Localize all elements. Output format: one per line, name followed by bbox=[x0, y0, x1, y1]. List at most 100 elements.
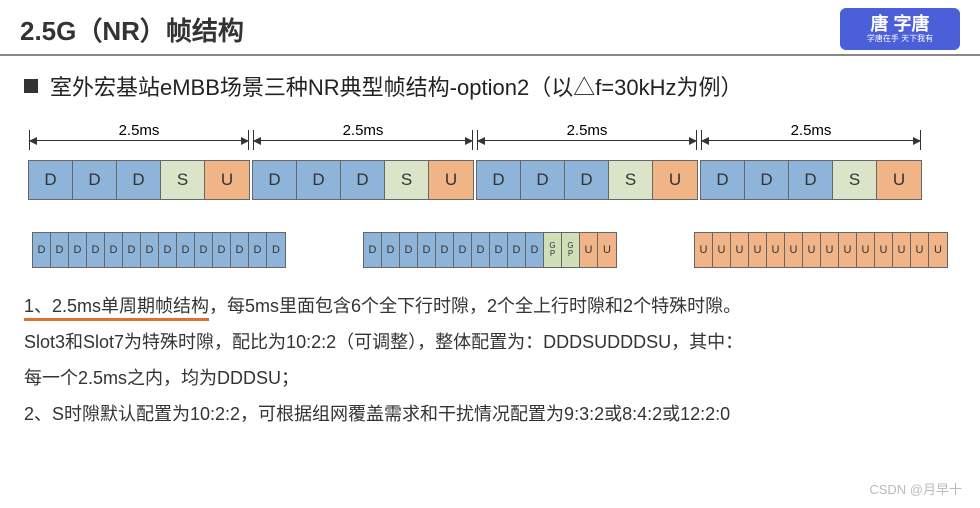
symbol-U: U bbox=[580, 233, 598, 267]
text-line-1: 1、2.5ms单周期帧结构，每5ms里面包含6个全下行时隙，2个全上行时隙和2个… bbox=[24, 288, 956, 324]
symbol-D: D bbox=[159, 233, 177, 267]
slot-D: D bbox=[253, 161, 297, 199]
symbol-U: U bbox=[785, 233, 803, 267]
slot-D: D bbox=[477, 161, 521, 199]
symbol-D: D bbox=[105, 233, 123, 267]
symbol-U: U bbox=[911, 233, 929, 267]
slot-row: DDDSU bbox=[28, 160, 250, 200]
symbol-D: D bbox=[231, 233, 249, 267]
slot-U: U bbox=[653, 161, 697, 199]
symbol-D: D bbox=[454, 233, 472, 267]
header: 2.5G（NR）帧结构 唐 字唐 学唐在手 天下我有 bbox=[0, 0, 980, 56]
text-line-2: Slot3和Slot7为特殊时隙，配比为10:2:2（可调整），整体配置为：DD… bbox=[24, 324, 956, 360]
symbol-D: D bbox=[472, 233, 490, 267]
logo-sub: 学唐在手 天下我有 bbox=[867, 35, 933, 43]
symbol-D: D bbox=[400, 233, 418, 267]
text-line-3: 每一个2.5ms之内，均为DDDSU； bbox=[24, 360, 956, 396]
symbol-D: D bbox=[436, 233, 454, 267]
slot-D: D bbox=[565, 161, 609, 199]
symbol-D: D bbox=[249, 233, 267, 267]
symbol-D: D bbox=[508, 233, 526, 267]
detail-row: DDDDDDDDDDDDDDDDDDDDDDDDG PG PUUUUUUUUUU… bbox=[28, 232, 952, 268]
symbol-U: U bbox=[839, 233, 857, 267]
slot-S: S bbox=[609, 161, 653, 199]
slot-D: D bbox=[73, 161, 117, 199]
detail-block: DDDDDDDDDDG PG PUU bbox=[363, 232, 617, 268]
slot-S: S bbox=[833, 161, 877, 199]
subtitle-row: 室外宏基站eMBB场景三种NR典型帧结构-option2（以△f=30kHz为例… bbox=[0, 56, 980, 108]
dimension-label: 2.5ms bbox=[781, 122, 841, 139]
symbol-GP: G P bbox=[544, 233, 562, 267]
symbol-D: D bbox=[490, 233, 508, 267]
slot-D: D bbox=[521, 161, 565, 199]
symbol-U: U bbox=[767, 233, 785, 267]
symbol-D: D bbox=[33, 233, 51, 267]
slot-row: DDDSU bbox=[252, 160, 474, 200]
symbol-D: D bbox=[69, 233, 87, 267]
slot-S: S bbox=[385, 161, 429, 199]
slot-U: U bbox=[205, 161, 249, 199]
symbol-D: D bbox=[418, 233, 436, 267]
symbol-D: D bbox=[123, 233, 141, 267]
period-row: 2.5msDDDSU2.5msDDDSU2.5msDDDSU2.5msDDDSU bbox=[28, 126, 952, 200]
slot-U: U bbox=[877, 161, 921, 199]
symbol-U: U bbox=[713, 233, 731, 267]
symbol-U: U bbox=[695, 233, 713, 267]
symbol-U: U bbox=[875, 233, 893, 267]
page-title: 2.5G（NR）帧结构 bbox=[20, 11, 244, 48]
dimension-label: 2.5ms bbox=[557, 122, 617, 139]
period: 2.5msDDDSU bbox=[252, 126, 474, 200]
symbol-U: U bbox=[749, 233, 767, 267]
text-line-1-underlined: 1、2.5ms单周期帧结构 bbox=[24, 296, 209, 321]
symbol-D: D bbox=[141, 233, 159, 267]
symbol-U: U bbox=[803, 233, 821, 267]
dimension: 2.5ms bbox=[28, 126, 250, 156]
dimension-label: 2.5ms bbox=[333, 122, 393, 139]
slot-U: U bbox=[429, 161, 473, 199]
symbol-D: D bbox=[267, 233, 285, 267]
bullet-icon bbox=[24, 79, 38, 93]
slot-D: D bbox=[789, 161, 833, 199]
symbol-U: U bbox=[893, 233, 911, 267]
dimension: 2.5ms bbox=[252, 126, 474, 156]
symbol-D: D bbox=[177, 233, 195, 267]
brand-logo: 唐 字唐 学唐在手 天下我有 bbox=[840, 8, 960, 50]
symbol-U: U bbox=[731, 233, 749, 267]
symbol-U: U bbox=[929, 233, 947, 267]
slot-D: D bbox=[701, 161, 745, 199]
subtitle: 室外宏基站eMBB场景三种NR典型帧结构-option2（以△f=30kHz为例… bbox=[50, 70, 743, 102]
text-line-1-rest: ，每5ms里面包含6个全下行时隙，2个全上行时隙和2个特殊时隙。 bbox=[209, 296, 741, 316]
logo-main: 唐 字唐 bbox=[870, 15, 929, 33]
symbol-U: U bbox=[821, 233, 839, 267]
symbol-D: D bbox=[195, 233, 213, 267]
symbol-D: D bbox=[213, 233, 231, 267]
slot-row: DDDSU bbox=[700, 160, 922, 200]
symbol-D: D bbox=[382, 233, 400, 267]
symbol-GP: G P bbox=[562, 233, 580, 267]
dimension: 2.5ms bbox=[476, 126, 698, 156]
slot-D: D bbox=[29, 161, 73, 199]
period: 2.5msDDDSU bbox=[28, 126, 250, 200]
slot-D: D bbox=[297, 161, 341, 199]
period: 2.5msDDDSU bbox=[476, 126, 698, 200]
symbol-D: D bbox=[87, 233, 105, 267]
slot-D: D bbox=[341, 161, 385, 199]
text-line-4: 2、S时隙默认配置为10:2:2，可根据组网覆盖需求和干扰情况配置为9:3:2或… bbox=[24, 396, 956, 432]
symbol-U: U bbox=[857, 233, 875, 267]
watermark: CSDN @月早十 bbox=[869, 479, 962, 498]
slot-D: D bbox=[117, 161, 161, 199]
detail-block: UUUUUUUUUUUUUU bbox=[694, 232, 948, 268]
period: 2.5msDDDSU bbox=[700, 126, 922, 200]
symbol-D: D bbox=[526, 233, 544, 267]
dimension: 2.5ms bbox=[700, 126, 922, 156]
dimension-label: 2.5ms bbox=[109, 122, 169, 139]
detail-block: DDDDDDDDDDDDDD bbox=[32, 232, 286, 268]
symbol-D: D bbox=[364, 233, 382, 267]
body-text: 1、2.5ms单周期帧结构，每5ms里面包含6个全下行时隙，2个全上行时隙和2个… bbox=[0, 268, 980, 432]
symbol-D: D bbox=[51, 233, 69, 267]
symbol-U: U bbox=[598, 233, 616, 267]
slot-D: D bbox=[745, 161, 789, 199]
frame-diagram: 2.5msDDDSU2.5msDDDSU2.5msDDDSU2.5msDDDSU… bbox=[0, 108, 980, 268]
slot-S: S bbox=[161, 161, 205, 199]
slot-row: DDDSU bbox=[476, 160, 698, 200]
